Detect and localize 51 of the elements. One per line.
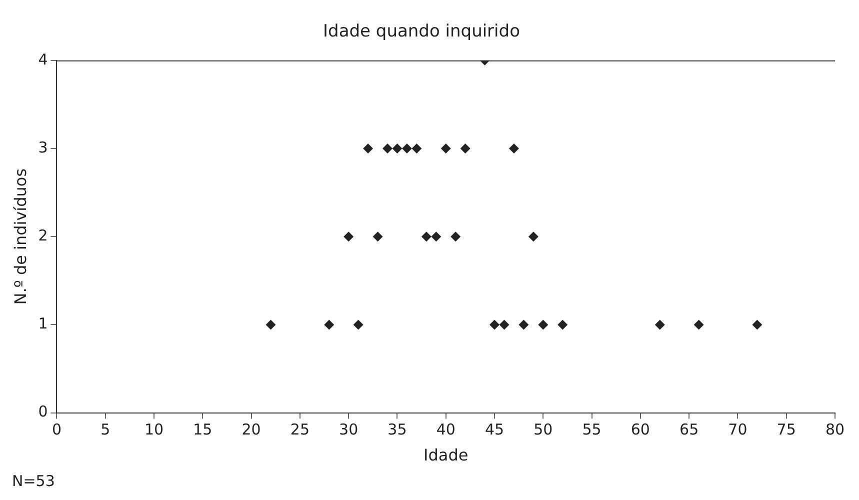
point [431, 232, 442, 242]
x-tick-label: 80 [825, 420, 845, 439]
point [402, 144, 412, 154]
y-tick-label: 4 [38, 50, 48, 68]
point [412, 144, 422, 154]
x-tick-label: 65 [680, 420, 699, 439]
point [538, 320, 548, 330]
point [324, 320, 334, 330]
x-tick-label: 75 [776, 420, 796, 439]
x-tick-label: 50 [534, 420, 553, 439]
y-tick-label: 1 [38, 314, 48, 333]
y-tick-label: 3 [38, 138, 48, 156]
y-tick-label: 0 [38, 402, 48, 421]
point [344, 232, 354, 242]
x-tick-label: 5 [100, 420, 110, 439]
x-tick-label: 40 [436, 420, 456, 439]
chart-title: Idade quando inquirido [323, 22, 520, 42]
x-tick-label: 60 [630, 420, 650, 439]
point [518, 320, 529, 330]
point [421, 232, 432, 242]
point [372, 232, 383, 242]
y-axis-title: N.º de indivíduos [10, 168, 30, 305]
y-tick-label: 2 [38, 226, 48, 244]
point [654, 320, 665, 330]
x-tick-label: 35 [388, 420, 407, 439]
point [450, 232, 461, 242]
text: N=53 [12, 472, 55, 490]
point [353, 320, 364, 330]
x-tick-label: 45 [484, 420, 504, 439]
x-tick-label: 55 [582, 420, 602, 439]
point [752, 320, 762, 330]
x-tick-label: 10 [144, 420, 164, 439]
x-tick-label: 25 [290, 420, 310, 439]
point [499, 320, 510, 330]
x-axis-title: Idade [424, 446, 468, 465]
point [266, 320, 276, 330]
point [363, 144, 374, 154]
point [490, 320, 500, 330]
point [392, 144, 402, 154]
point [382, 144, 393, 154]
x-tick-label: 70 [728, 420, 748, 439]
point [558, 320, 568, 330]
x-tick-label: 30 [339, 420, 358, 439]
point [508, 144, 519, 154]
point [460, 144, 470, 154]
point [528, 232, 538, 242]
x-tick-label: 20 [242, 420, 261, 439]
point [694, 320, 704, 330]
x-tick-label: 15 [193, 420, 212, 439]
point [440, 144, 451, 154]
x-tick-label: 0 [52, 420, 62, 439]
